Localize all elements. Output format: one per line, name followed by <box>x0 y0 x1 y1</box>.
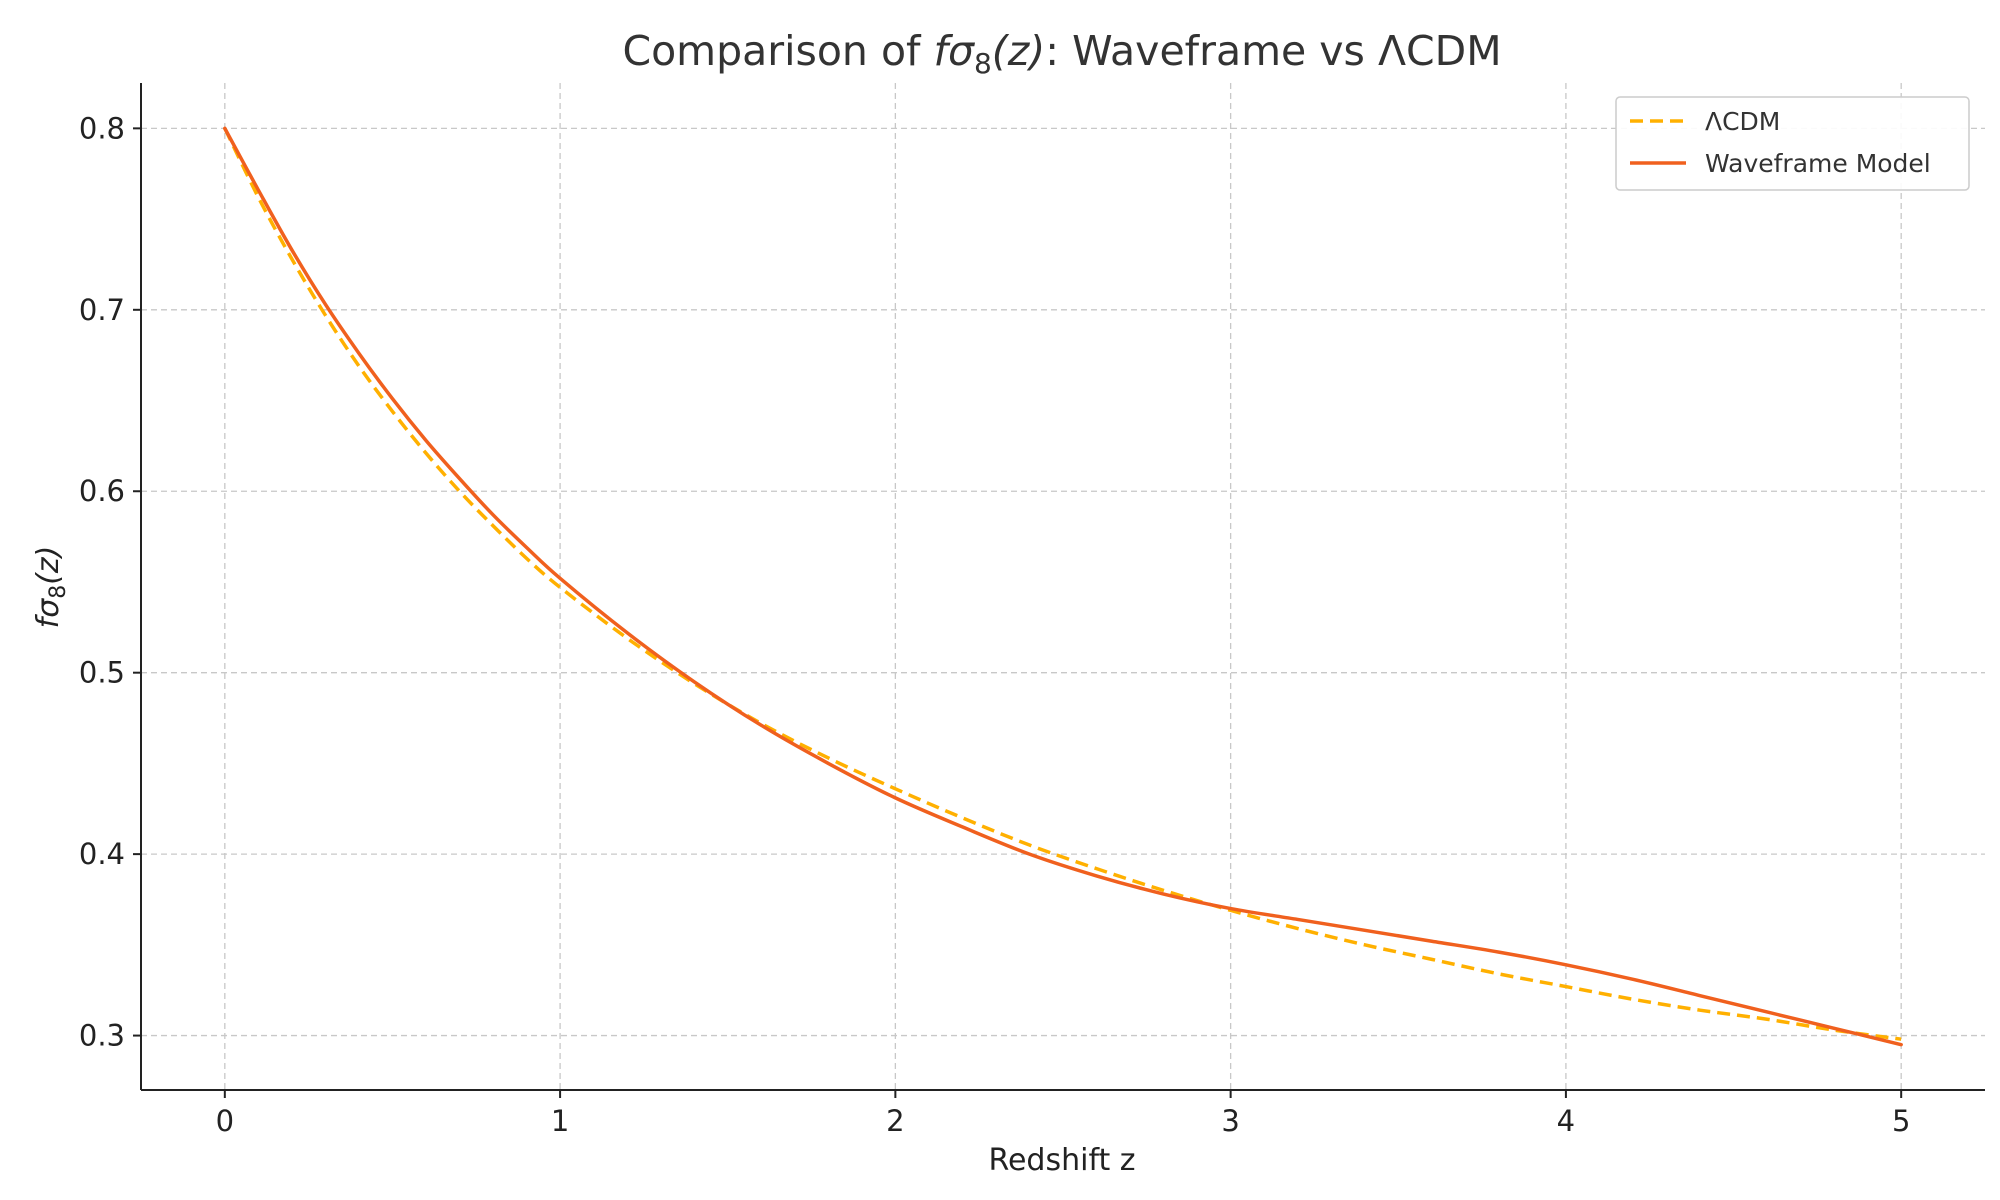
y-tick-label: 0.4 <box>79 837 125 871</box>
series-line-waveframe <box>223 126 1903 1047</box>
y-axis-ticks: 0.3 0.4 0.5 0.6 0.7 0.8 <box>79 111 141 1053</box>
y-tick-label: 0.7 <box>79 293 125 327</box>
x-axis-ticks: 0 1 2 3 4 5 <box>216 1090 1910 1138</box>
legend: ΛCDM Waveframe Model <box>1615 96 1970 191</box>
ylabel-paren: (z) <box>31 546 66 585</box>
chart-title: Comparison of fσ8(z): Waveframe vs ΛCDM <box>622 27 1501 80</box>
ylabel-sigma: σ <box>31 598 66 618</box>
x-tick-label: 2 <box>886 1104 904 1138</box>
y-tick-label: 0.3 <box>79 1019 125 1053</box>
x-axis-label: Redshift z <box>988 1143 1135 1178</box>
y-axis-label: fσ8(z) <box>31 546 71 629</box>
series-layer <box>223 126 1903 1047</box>
legend-label-waveframe: Waveframe Model <box>1705 149 1931 178</box>
y-tick-label: 0.6 <box>79 474 125 508</box>
x-tick-label: 1 <box>551 1104 569 1138</box>
y-tick-label: 0.8 <box>79 111 125 145</box>
ylabel-subscript: 8 <box>46 585 71 599</box>
legend-label-lcdm: ΛCDM <box>1705 107 1780 136</box>
x-tick-label: 5 <box>1892 1104 1910 1138</box>
title-subscript: 8 <box>974 47 992 80</box>
x-tick-label: 0 <box>216 1104 234 1138</box>
series-line-lcdm <box>223 127 1902 1041</box>
x-tick-label: 4 <box>1557 1104 1575 1138</box>
title-paren: (z) <box>992 27 1046 75</box>
legend-box <box>1615 96 1970 191</box>
title-sigma: σ <box>948 27 976 75</box>
title-prefix: Comparison of <box>622 27 933 75</box>
y-tick-label: 0.5 <box>79 656 125 690</box>
x-tick-label: 3 <box>1221 1104 1239 1138</box>
title-suffix: : Waveframe vs ΛCDM <box>1045 27 1501 75</box>
